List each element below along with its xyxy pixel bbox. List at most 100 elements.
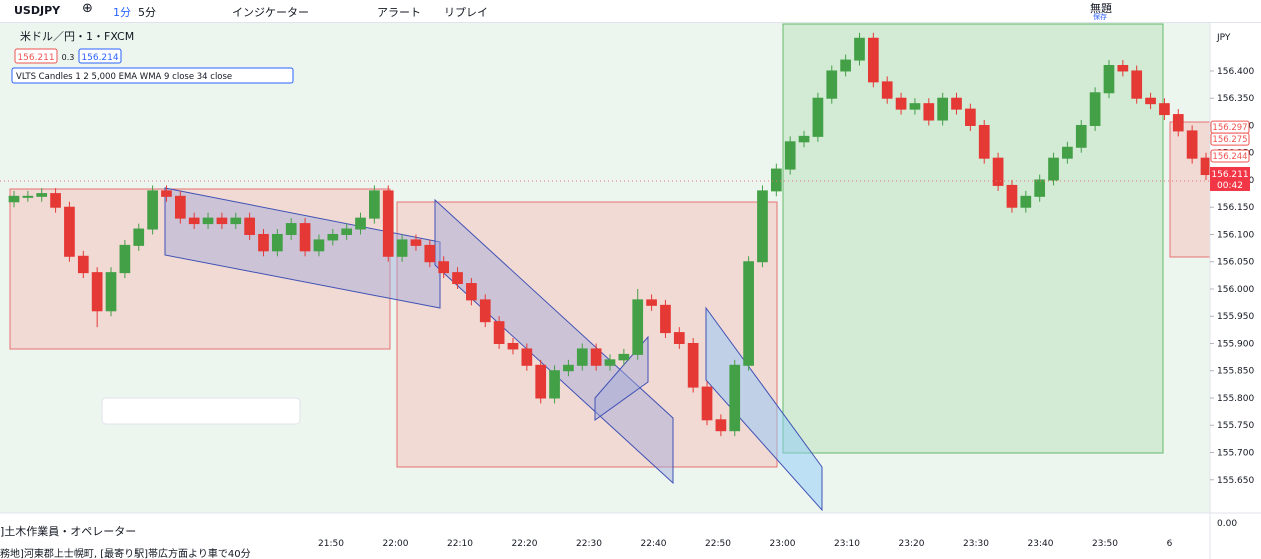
- ask-box[interactable]: [78, 48, 122, 64]
- candle-body: [50, 193, 61, 208]
- bid-box[interactable]: [14, 48, 58, 64]
- candle-body: [951, 97, 962, 110]
- ad-title: ]土木作業員・オペレーター: [0, 525, 137, 538]
- y-tick-label: 155.750: [1217, 421, 1254, 431]
- candle-body: [521, 348, 533, 366]
- candle-body: [438, 261, 450, 274]
- y-tick-label: 155.950: [1217, 312, 1254, 322]
- save[interactable]: 保存: [1093, 13, 1107, 21]
- candle-body: [452, 272, 463, 285]
- candle-body: [493, 321, 505, 344]
- currency[interactable]: JPY: [1216, 33, 1231, 43]
- candle-body: [258, 233, 269, 252]
- bid: 156.211: [17, 53, 54, 63]
- x-tick-label: 22:20: [512, 539, 538, 549]
- candle-body: [1048, 157, 1059, 181]
- x-tick-label: 23:00: [770, 539, 796, 549]
- replay[interactable]: リプレイ: [444, 6, 488, 19]
- candle-body: [729, 364, 741, 432]
- candle-body: [355, 217, 366, 230]
- ask: 156.214: [81, 53, 118, 63]
- y-tick-label: 155.700: [1217, 448, 1254, 458]
- candle-body: [840, 59, 851, 72]
- candle-body: [1006, 184, 1018, 208]
- candle-body: [687, 342, 699, 388]
- x-tick-label: 23:30: [963, 539, 989, 549]
- candle-body: [1089, 92, 1101, 126]
- candle-body: [937, 97, 949, 121]
- candle-body: [715, 419, 727, 432]
- spread: 0.3: [62, 53, 75, 62]
- candle-body: [285, 223, 297, 235]
- candle-body: [798, 135, 810, 143]
- candle-body: [549, 370, 560, 399]
- x-tick-label: 22:10: [447, 539, 473, 549]
- candle-body: [299, 223, 311, 252]
- candle-body: [632, 299, 644, 355]
- candle-body: [22, 195, 34, 198]
- candle-body: [535, 364, 547, 399]
- drawing-toolbar[interactable]: [101, 397, 301, 425]
- candle-body: [479, 299, 491, 323]
- candle-body: [812, 97, 824, 137]
- interval[interactable]: 1分: [113, 6, 131, 19]
- candle-body: [992, 157, 1004, 186]
- candle-body: [216, 217, 228, 225]
- x-tick-label: 23:50: [1092, 539, 1118, 549]
- candle-body: [327, 233, 339, 241]
- ad-line: 務地]河東郡上士幌町, [最寄り駅]帯広方面より車で40分: [0, 549, 251, 559]
- candle-body: [410, 239, 422, 246]
- y-tick-label: 156.350: [1217, 94, 1254, 104]
- candle-body: [424, 244, 436, 263]
- price-label: 156.244: [1212, 152, 1247, 162]
- candle-body: [36, 193, 48, 197]
- candle-body: [826, 70, 838, 99]
- x-tick-label: 22:00: [383, 539, 409, 549]
- candle-body: [119, 244, 131, 274]
- y-tick-label: 155.850: [1217, 367, 1254, 377]
- x-tick-label: 6: [1167, 539, 1173, 549]
- add-symbol[interactable]: ⊕: [82, 1, 93, 16]
- lower-pane-value: 0.00: [1217, 519, 1237, 529]
- candle-body: [147, 190, 158, 230]
- candle-body: [770, 168, 782, 192]
- candle-body: [313, 239, 325, 252]
- candle-body: [1172, 114, 1184, 132]
- symbol[interactable]: USDJPY: [14, 4, 61, 17]
- candle-body: [909, 103, 921, 110]
- indicator-box[interactable]: [11, 67, 294, 84]
- candle-body: [576, 348, 588, 366]
- x-tick-label: 22:30: [576, 539, 602, 549]
- candle-body: [77, 255, 89, 274]
- indicators[interactable]: インジケーター: [232, 6, 309, 19]
- toolbar: USDJPY ⊕ 1分 5分 インジケーター アラート リプレイ 無題 保存: [0, 0, 1261, 23]
- y-tick-label: 156.100: [1217, 230, 1254, 240]
- candle-body: [757, 190, 768, 263]
- candle-body: [701, 386, 713, 421]
- candle-body: [660, 304, 671, 334]
- candle-body: [174, 195, 186, 219]
- layout-name[interactable]: 無題: [1090, 2, 1112, 15]
- candle-body: [341, 228, 353, 235]
- x-tick-label: 23:40: [1028, 539, 1054, 549]
- candle-body: [1020, 195, 1032, 208]
- candle-body: [867, 37, 879, 83]
- candle-body: [1186, 130, 1198, 159]
- candle-body: [396, 239, 408, 257]
- candle-body: [382, 190, 394, 257]
- interval[interactable]: 5分: [138, 6, 156, 19]
- y-tick-label: 156.050: [1217, 258, 1254, 268]
- price-axis: [1210, 23, 1261, 513]
- candle-body: [978, 124, 990, 159]
- candle-body: [590, 348, 602, 366]
- candle-body: [854, 37, 865, 61]
- channel: [434, 198, 674, 485]
- candle-body: [743, 261, 754, 366]
- candle-body: [1200, 157, 1212, 176]
- candle-body: [202, 217, 214, 225]
- candle-body: [133, 228, 145, 246]
- alert[interactable]: アラート: [377, 6, 421, 19]
- candle-body: [1131, 70, 1143, 99]
- ad[interactable]: ]土木作業員・オペレーター 務地]河東郡上士幌町, [最寄り駅]帯広方面より車で…: [0, 515, 300, 559]
